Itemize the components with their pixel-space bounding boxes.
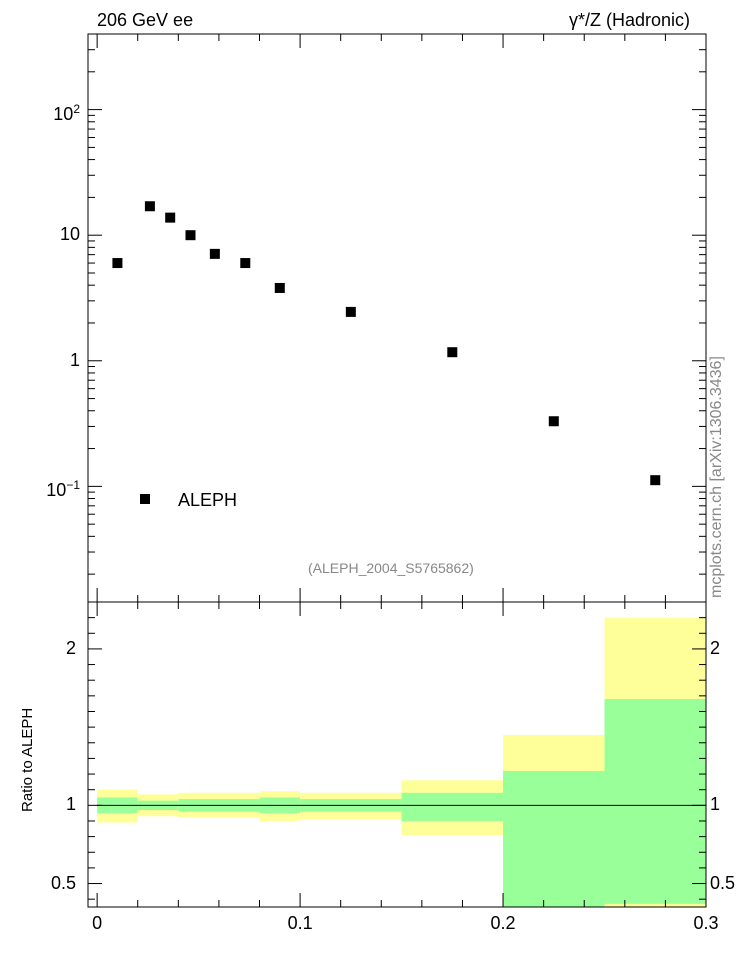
data-point-3 bbox=[185, 230, 196, 241]
ratio-ytick-label-left-1: 1 bbox=[65, 794, 76, 815]
data-point-0 bbox=[112, 258, 123, 269]
right-title: γ*/Z (Hadronic) bbox=[568, 10, 690, 30]
data-point-9 bbox=[548, 416, 559, 427]
main-frame bbox=[87, 33, 707, 603]
ratio-xtick-label-2: 0.2 bbox=[490, 913, 516, 933]
ratio-plot bbox=[87, 601, 707, 908]
ratio-stat-band-5 bbox=[401, 792, 504, 821]
main-ytick-label-2: 1 bbox=[69, 349, 80, 370]
main-ytick-label-3: 10−1 bbox=[46, 478, 80, 501]
data-point-7 bbox=[345, 306, 356, 317]
data-point-1 bbox=[144, 201, 155, 212]
ratio-ytick-label-left-2: 2 bbox=[65, 637, 76, 658]
data-point-6 bbox=[274, 282, 285, 293]
data-point-2 bbox=[165, 212, 176, 223]
data-point-10 bbox=[650, 475, 661, 486]
ratio-xtick-label-3: 0.3 bbox=[693, 913, 719, 933]
ratio-ytick-label-right-1: 1 bbox=[710, 794, 721, 815]
left-title: 206 GeV ee bbox=[97, 10, 194, 30]
data-point-5 bbox=[240, 258, 251, 269]
main-ytick-label-1: 10 bbox=[59, 224, 80, 245]
ratio-ytick-label-right-2: 2 bbox=[710, 637, 721, 658]
ratio-ytick-label-left-0: 0.5 bbox=[50, 872, 76, 893]
ratio-stat-band-7 bbox=[604, 698, 706, 904]
data-point-4 bbox=[209, 248, 220, 259]
ratio-xtick-label-0: 0 bbox=[92, 913, 103, 933]
ratio-stat-band-6 bbox=[503, 770, 605, 907]
analysis-label: (ALEPH_2004_S5765862) bbox=[308, 560, 474, 576]
data-point-8 bbox=[447, 347, 458, 358]
main-plot bbox=[87, 33, 707, 603]
ratio-xtick-label-1: 0.1 bbox=[287, 913, 313, 933]
main-ytick-label-0: 102 bbox=[53, 101, 80, 124]
ratio-ytick-label-right-0: 0.5 bbox=[710, 872, 736, 893]
legend-marker bbox=[140, 494, 150, 504]
legend-label: ALEPH bbox=[178, 490, 238, 510]
ratio-frame bbox=[87, 601, 707, 908]
